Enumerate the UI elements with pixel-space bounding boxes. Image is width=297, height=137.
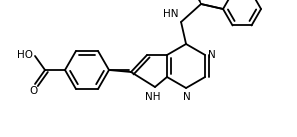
Text: N: N bbox=[183, 92, 191, 102]
Text: NH: NH bbox=[145, 92, 161, 102]
Text: HN: HN bbox=[162, 9, 178, 19]
Polygon shape bbox=[190, 0, 201, 4]
Text: N: N bbox=[208, 50, 216, 60]
Text: HO: HO bbox=[17, 50, 33, 60]
Text: O: O bbox=[29, 86, 37, 96]
